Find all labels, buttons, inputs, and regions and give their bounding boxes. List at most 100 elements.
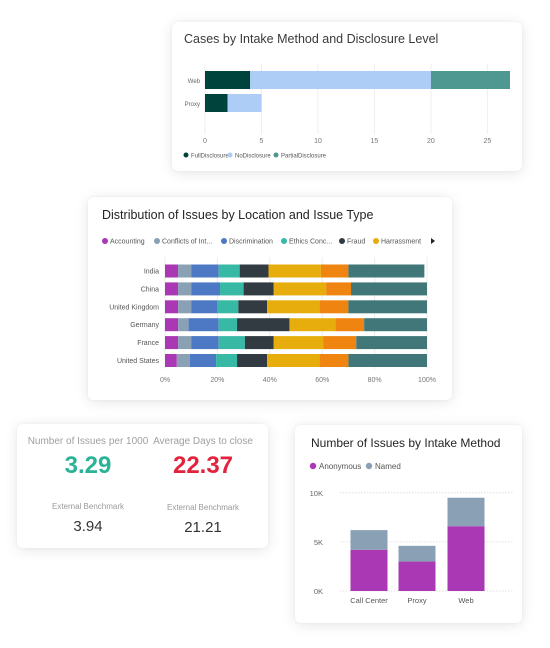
legend-label: Fraud: [347, 239, 365, 246]
bar-segment: [430, 71, 510, 89]
bar-segment: [398, 561, 436, 591]
bar-segment: [218, 336, 245, 350]
bar-segment: [243, 282, 274, 296]
bar-segment: [191, 282, 221, 296]
bar-segment: [218, 264, 240, 278]
bar-segment: [348, 354, 427, 367]
bar-segment: [205, 71, 251, 89]
legend-marker: [365, 462, 373, 470]
distribution-card: Distribution of Issues by Location and I…: [88, 197, 452, 400]
bar-segment: [320, 264, 349, 278]
bar-segment: [398, 545, 436, 562]
bar-segment: [237, 318, 290, 332]
chart-title: Number of Issues by Intake Method: [311, 436, 500, 450]
bar-segment: [178, 318, 189, 332]
benchmark-value-2: 21.21: [184, 519, 222, 536]
bar-segment: [351, 282, 427, 296]
bar-segment: [165, 354, 177, 367]
x-tick-label: 15: [371, 138, 379, 145]
bar-segment: [319, 300, 349, 314]
bar-segment: [273, 336, 324, 350]
x-tick-label: 40%: [263, 377, 277, 384]
benchmark-label-1: External Benchmark: [51, 502, 125, 511]
legend-label: Named: [375, 462, 401, 471]
issues-per-1000-value: 3.29: [64, 452, 112, 479]
legend-label: Discrimination: [229, 239, 273, 246]
bar-segment: [239, 264, 269, 278]
bar-segment: [244, 336, 274, 350]
issues-per-1000-label: Number of Issues per 1000: [27, 436, 149, 447]
legend-label: Ethics Conc...: [289, 239, 332, 246]
category-label: Web: [458, 596, 473, 605]
x-tick-label: 20: [427, 138, 435, 145]
bar-segment: [189, 354, 217, 367]
x-tick-label: 100%: [418, 377, 436, 384]
bar-segment: [267, 300, 320, 314]
bar-segment: [350, 549, 388, 591]
bar-segment: [191, 264, 219, 278]
bar-segment: [191, 300, 218, 314]
bar-segment: [348, 300, 427, 314]
legend-marker: [102, 238, 108, 244]
bar-segment: [250, 71, 431, 89]
avg-days-label: Average Days to close: [153, 436, 253, 447]
bar-segment: [165, 300, 179, 314]
bar-segment: [364, 318, 427, 332]
legend-label: Conflicts of Int...: [162, 239, 212, 246]
avg-days-value: 22.37: [172, 452, 234, 479]
bar-segment: [188, 318, 219, 332]
category-label: Call Center: [350, 596, 388, 605]
category-label: France: [137, 340, 159, 347]
category-label: India: [144, 269, 159, 276]
legend-label: PartialDisclosure: [281, 154, 327, 160]
legend-label: Harrassment: [381, 239, 421, 246]
bar-segment: [218, 318, 238, 332]
category-label: Proxy: [185, 102, 200, 108]
bar-segment: [335, 318, 365, 332]
chart-title: Distribution of Issues by Location and I…: [102, 208, 374, 222]
x-tick-label: 5: [260, 138, 264, 145]
chart-title: Cases by Intake Method and Disclosure Le…: [184, 32, 438, 46]
x-tick-label: 0: [203, 138, 207, 145]
legend-marker: [281, 238, 287, 244]
bar-segment: [237, 354, 268, 367]
category-label: United States: [117, 358, 160, 365]
bar-segment: [165, 336, 179, 350]
bar-segment: [178, 264, 192, 278]
bar-segment: [447, 497, 485, 527]
benchmark-label-2: External Benchmark: [166, 503, 240, 512]
x-tick-label: 80%: [368, 377, 382, 384]
bar-segment: [356, 336, 427, 350]
x-tick-label: 10: [314, 138, 322, 145]
legend-marker: [309, 462, 317, 470]
legend-marker: [183, 152, 189, 158]
category-label: United Kingdom: [109, 304, 159, 311]
bar-segment: [227, 94, 262, 112]
cases-by-intake-chart: Cases by Intake Method and Disclosure Le…: [183, 32, 510, 160]
bar-segment: [268, 264, 321, 278]
legend-scroll-icon: [431, 238, 435, 244]
bar-segment: [447, 526, 485, 591]
category-label: Germany: [130, 322, 159, 329]
legend-marker: [154, 238, 160, 244]
kpi-card: Number of Issues per 1000 3.29 Average D…: [17, 424, 268, 548]
legend-marker: [339, 238, 345, 244]
distribution-chart: Distribution of Issues by Location and I…: [102, 208, 436, 384]
bar-segment: [205, 94, 228, 112]
category-label: Proxy: [407, 596, 426, 605]
bar-segment: [326, 282, 352, 296]
bar-segment: [176, 354, 190, 367]
bar-segment: [165, 318, 179, 332]
issues-by-intake-card: Number of Issues by Intake Method Anonymo…: [295, 425, 522, 623]
y-tick-label: 10K: [310, 489, 323, 498]
x-tick-label: 20%: [210, 377, 224, 384]
bar-segment: [178, 282, 192, 296]
legend-label: NoDisclosure: [235, 154, 271, 160]
y-tick-label: 0K: [314, 587, 323, 596]
bar-segment: [267, 354, 320, 367]
legend-marker: [221, 238, 227, 244]
bar-segment: [216, 354, 238, 367]
bar-segment: [323, 336, 357, 350]
bar-segment: [165, 282, 179, 296]
bar-segment: [319, 354, 349, 367]
